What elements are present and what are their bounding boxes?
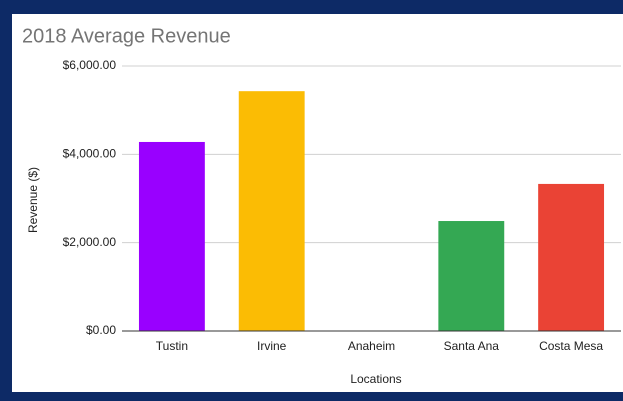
bar [138,141,205,331]
chart-title: 2018 Average Revenue [22,25,231,47]
bar [438,221,505,331]
y-tick-label: $4,000.00 [63,147,117,161]
x-axis-label: Locations [350,372,401,386]
bar [538,183,605,331]
bar [238,91,305,331]
x-tick-label: Tustin [156,339,188,353]
y-axis-label: Revenue ($) [26,167,40,233]
x-tick-label: Santa Ana [444,339,500,353]
x-tick-label: Irvine [257,339,287,353]
y-tick-label: $2,000.00 [63,235,117,249]
y-tick-label: $6,000.00 [63,58,117,72]
x-tick-label: Anaheim [348,339,395,353]
y-tick-label: $0.00 [86,323,116,337]
chart-background [12,14,623,392]
x-tick-label: Costa Mesa [539,339,603,353]
